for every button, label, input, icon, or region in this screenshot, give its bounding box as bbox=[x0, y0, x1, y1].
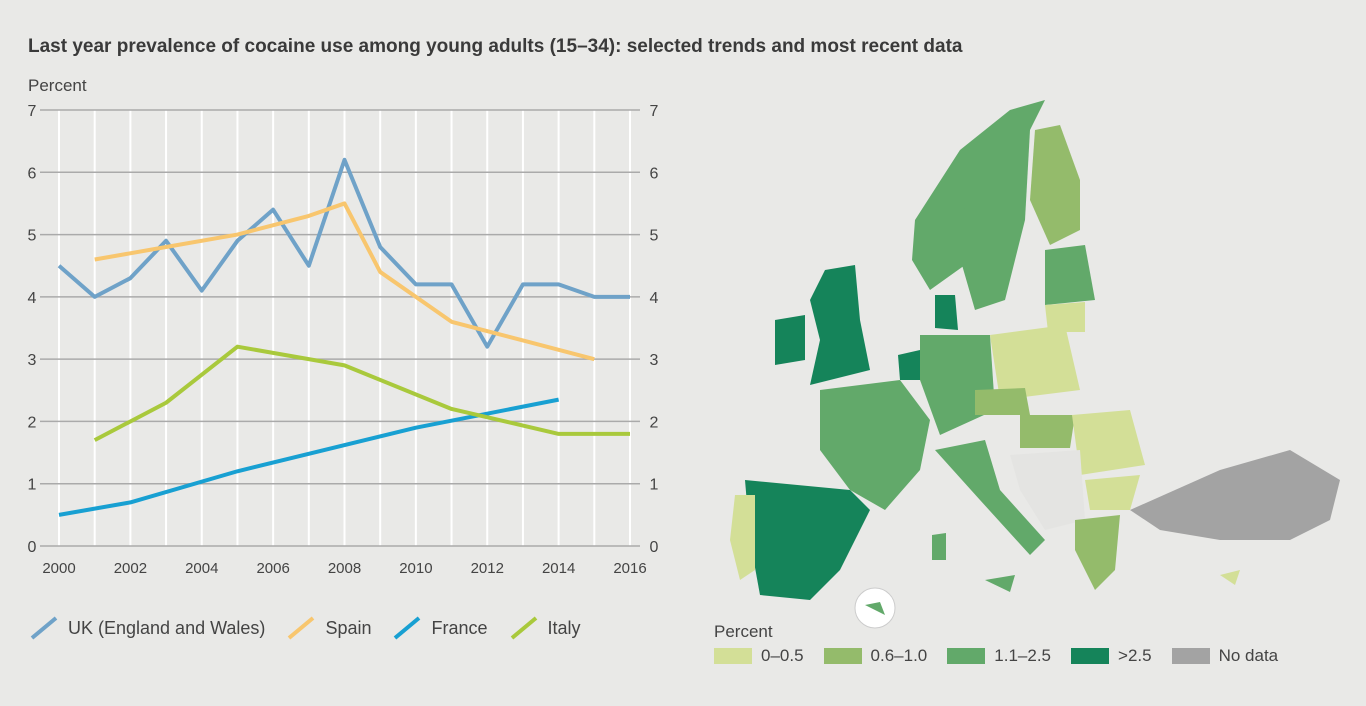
y-tick-label-left: 2 bbox=[28, 414, 37, 431]
y-tick-label-left: 1 bbox=[28, 477, 37, 494]
y-tick-label-right: 1 bbox=[650, 477, 659, 494]
y-tick-label-right: 3 bbox=[650, 352, 659, 369]
legend-swatch bbox=[947, 648, 986, 664]
map-legend-item: No data bbox=[1171, 646, 1279, 666]
map-region-spain bbox=[745, 480, 870, 600]
map-legend-item: 1.1–2.5 bbox=[947, 646, 1051, 666]
legend-item: Spain bbox=[287, 616, 371, 640]
map-region-balkans bbox=[1010, 450, 1085, 530]
map-legend-label: No data bbox=[1218, 646, 1279, 665]
map-region-czechia bbox=[975, 388, 1030, 415]
legend-line-icon bbox=[30, 616, 58, 640]
y-tick-label-right: 5 bbox=[650, 228, 659, 245]
map-legend-label: >2.5 bbox=[1118, 646, 1152, 665]
legend-label: Italy bbox=[547, 617, 581, 638]
legend-label: UK (England and Wales) bbox=[68, 617, 266, 638]
x-tick-label: 2014 bbox=[542, 560, 575, 577]
map-region-cyprus bbox=[1220, 570, 1240, 585]
y-tick-label-left: 5 bbox=[28, 228, 37, 245]
legend-swatch bbox=[714, 648, 752, 664]
map-region-baltics bbox=[1045, 245, 1095, 305]
map-legend-item: >2.5 bbox=[1071, 646, 1152, 666]
x-tick-label: 2012 bbox=[471, 560, 504, 577]
map-region-france bbox=[820, 380, 930, 510]
map-region-poland bbox=[990, 325, 1080, 400]
y-tick-label-right: 6 bbox=[650, 165, 659, 182]
map-region-sardinia bbox=[932, 533, 946, 560]
map-legend-label: 0–0.5 bbox=[761, 646, 804, 665]
line-chart: 0 0 1 1 2 2 3 3 4 4 5 5 6 6 7 7 2000 2002 2004 2006 2008 2010… bbox=[28, 103, 659, 577]
chart-legend: UK (England and Wales) Spain France Italy bbox=[30, 616, 581, 640]
x-tick-label: 2016 bbox=[613, 560, 646, 577]
x-tick-label: 2002 bbox=[114, 560, 147, 577]
map-region-denmark bbox=[935, 295, 958, 330]
map-region-romania bbox=[1072, 410, 1145, 475]
legend-line-icon bbox=[510, 616, 537, 640]
map-region-sweden bbox=[962, 130, 1030, 310]
map-legend-label: 0.6–1.0 bbox=[870, 646, 928, 665]
x-tick-label: 2000 bbox=[42, 560, 75, 577]
map-region-finland bbox=[1030, 125, 1080, 245]
y-tick-label-right: 2 bbox=[650, 414, 659, 431]
map-region-portugal bbox=[730, 495, 755, 580]
europe-map bbox=[730, 100, 1340, 629]
map-inset-malta-shape bbox=[865, 602, 885, 615]
map-region-lithuania bbox=[1045, 302, 1085, 332]
legend-line-icon bbox=[288, 616, 315, 640]
legend-swatch bbox=[823, 648, 862, 664]
map-legend-item: 0.6–1.0 bbox=[823, 646, 928, 666]
legend-item: UK (England and Wales) bbox=[30, 616, 265, 640]
map-legend-title: Percent bbox=[714, 622, 773, 641]
map-region-italy bbox=[935, 440, 1045, 555]
y-tick-label-left: 3 bbox=[28, 352, 37, 369]
y-tick-label-right: 0 bbox=[650, 539, 659, 556]
y-axis-label: Percent bbox=[28, 76, 87, 95]
map-region-turkey bbox=[1130, 450, 1340, 540]
map-legend-item: 0–0.5 bbox=[714, 646, 804, 666]
y-tick-label-right: 4 bbox=[650, 290, 659, 307]
map-region-sicily bbox=[985, 575, 1015, 592]
x-tick-label: 2004 bbox=[185, 560, 218, 577]
map-legend: Percent 0–0.5 0.6–1.0 1.1–2.5 >2.5 No data bbox=[714, 622, 1278, 666]
x-tick-label: 2010 bbox=[399, 560, 432, 577]
x-tick-label: 2008 bbox=[328, 560, 361, 577]
y-tick-label-left: 0 bbox=[28, 539, 37, 556]
y-tick-label-left: 4 bbox=[28, 290, 37, 307]
x-tick-label: 2006 bbox=[256, 560, 289, 577]
map-region-netherlands bbox=[898, 350, 922, 380]
chart-title: Last year prevalence of cocaine use amon… bbox=[28, 36, 963, 57]
y-tick-label-right: 7 bbox=[650, 103, 659, 120]
legend-label: France bbox=[431, 617, 488, 638]
y-tick-label-left: 7 bbox=[28, 103, 37, 120]
map-region-bulgaria bbox=[1085, 475, 1140, 510]
series-line-italy bbox=[93, 344, 630, 442]
map-region-hungary bbox=[1020, 415, 1075, 448]
legend-label: Spain bbox=[325, 617, 372, 638]
legend-item: France bbox=[393, 616, 488, 640]
legend-line-icon bbox=[394, 616, 421, 640]
legend-swatch bbox=[1071, 648, 1110, 664]
map-region-ireland bbox=[775, 315, 805, 365]
map-region-greece bbox=[1075, 515, 1120, 590]
map-region-germany bbox=[920, 335, 995, 435]
y-tick-label-left: 6 bbox=[28, 165, 37, 182]
legend-swatch bbox=[1171, 648, 1210, 664]
legend-item: Italy bbox=[510, 616, 581, 640]
map-region-uk bbox=[810, 265, 870, 385]
map-legend-label: 1.1–2.5 bbox=[994, 646, 1052, 665]
